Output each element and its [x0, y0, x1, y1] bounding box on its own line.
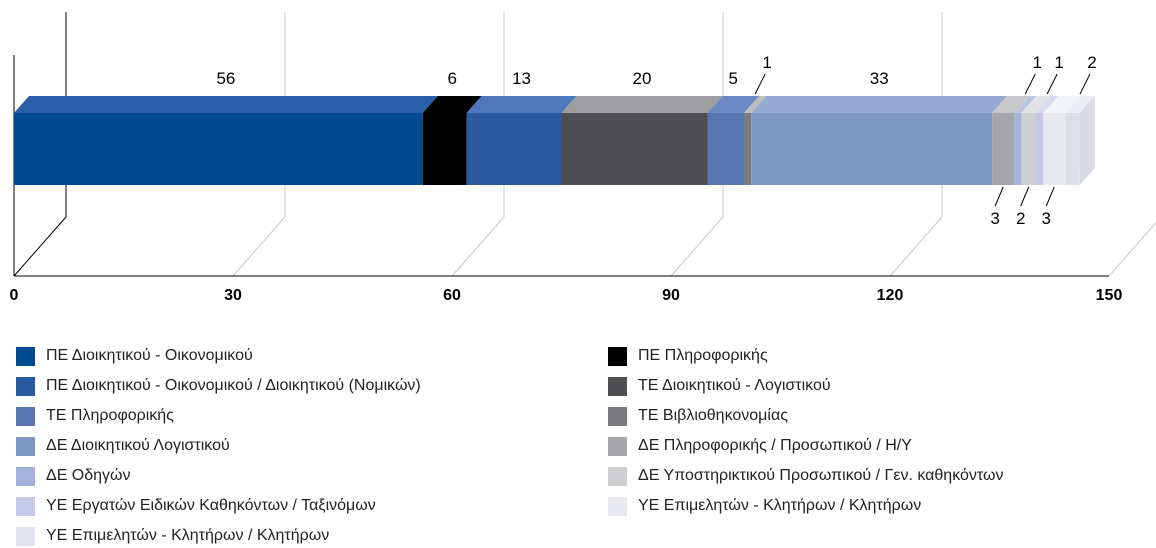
bar-top-2 — [467, 96, 577, 113]
floor-line-0 — [14, 217, 66, 276]
bar-segment-12 — [1065, 113, 1080, 185]
x-tick-label-3: 90 — [662, 287, 680, 304]
data-leader-5 — [755, 74, 765, 94]
data-label-5: 1 — [762, 53, 771, 72]
data-leader-9 — [1021, 187, 1029, 206]
bar-segment-3 — [562, 113, 708, 185]
data-label-11: 3 — [1042, 209, 1051, 228]
bar-top-3 — [562, 96, 723, 113]
bar-segment-1 — [423, 113, 467, 185]
floor-line-1 — [233, 217, 285, 276]
x-tick-label-5: 150 — [1096, 287, 1123, 304]
bar-segment-11 — [1043, 113, 1065, 185]
x-tick-label-1: 30 — [224, 287, 242, 304]
data-label-7: 3 — [990, 209, 999, 228]
data-label-1: 6 — [447, 69, 456, 88]
data-leader-7 — [995, 187, 1003, 206]
bar-top-6 — [751, 96, 1007, 113]
data-label-2: 13 — [512, 69, 531, 88]
data-leader-12 — [1080, 74, 1090, 94]
bar-segment-4 — [708, 113, 745, 185]
bar-top-0 — [14, 96, 438, 113]
data-label-0: 56 — [216, 69, 235, 88]
data-label-12: 2 — [1087, 53, 1096, 72]
x-tick-label-2: 60 — [443, 287, 461, 304]
data-leader-10 — [1047, 74, 1057, 94]
floor-line-2 — [452, 217, 504, 276]
bar-segment-7 — [992, 113, 1014, 185]
floor-line-5 — [1109, 217, 1156, 276]
bar-segment-5 — [744, 113, 751, 185]
bar-segment-9 — [1021, 113, 1036, 185]
bar-segment-6 — [751, 113, 992, 185]
data-label-8: 1 — [1033, 53, 1042, 72]
data-label-4: 5 — [729, 69, 738, 88]
data-leader-11 — [1046, 187, 1054, 206]
data-leader-8 — [1025, 74, 1035, 94]
bar-segment-0 — [14, 113, 423, 185]
bar-segment-2 — [467, 113, 562, 185]
data-label-6: 33 — [870, 69, 889, 88]
data-label-3: 20 — [633, 69, 652, 88]
floor-line-3 — [671, 217, 723, 276]
data-label-10: 1 — [1054, 53, 1063, 72]
bar-segment-10 — [1036, 113, 1043, 185]
x-tick-label-4: 120 — [877, 287, 904, 304]
data-label-9: 2 — [1016, 209, 1025, 228]
x-tick-label-0: 0 — [10, 287, 19, 304]
bar-segment-8 — [1014, 113, 1021, 185]
floor-line-4 — [890, 217, 942, 276]
